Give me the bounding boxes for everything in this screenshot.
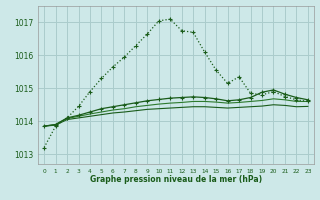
X-axis label: Graphe pression niveau de la mer (hPa): Graphe pression niveau de la mer (hPa) <box>90 175 262 184</box>
